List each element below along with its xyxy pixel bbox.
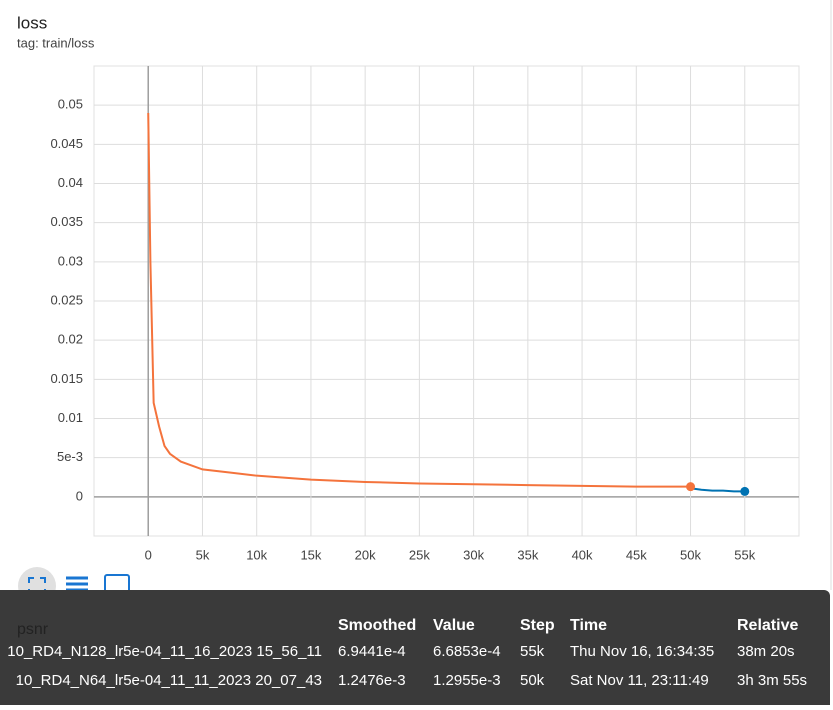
x-tick-label: 15k [300, 547, 321, 562]
fullscreen-icon[interactable] [28, 577, 46, 595]
tooltip-cell: 6.9441e-4 [338, 643, 406, 660]
tooltip-cell: 1.2476e-3 [338, 672, 406, 689]
x-tick-label: 50k [680, 547, 701, 562]
tooltip-cell: 3h 3m 55s [737, 672, 807, 689]
tooltip-header: Value [433, 617, 475, 634]
y-tick-label: 0.02 [58, 332, 83, 347]
x-tick-label: 35k [517, 547, 538, 562]
end-point [740, 486, 750, 496]
tooltip-header: Smoothed [338, 617, 416, 634]
run-name: 10_RD4_N128_lr5e-04_11_16_2023 15_56_11 [7, 643, 322, 660]
end-point [686, 482, 696, 492]
y-tick-label: 0.03 [58, 253, 83, 268]
tooltip-cell: Sat Nov 11, 23:11:49 [570, 672, 709, 689]
x-tick-label: 10k [246, 547, 267, 562]
tooltip-header: Step [520, 617, 555, 634]
y-tick-label: 0.035 [50, 214, 83, 229]
y-tick-label: 0 [76, 488, 83, 503]
y-tick-label: 0.015 [50, 371, 83, 386]
y-tick-label: 0.045 [50, 136, 83, 151]
y-tick-label: 0.025 [50, 292, 83, 307]
x-tick-label: 0 [145, 547, 152, 562]
y-tick-label: 0.04 [58, 175, 83, 190]
tooltip-cell: 50k [520, 672, 545, 689]
chart-title: loss [17, 13, 47, 32]
x-tick-label: 40k [572, 547, 593, 562]
x-tick-label: 55k [734, 547, 755, 562]
y-tick-label: 0.01 [58, 410, 83, 425]
tooltip-header: Relative [737, 617, 798, 634]
tooltip-cell: 6.6853e-4 [433, 643, 501, 660]
tooltip-cell: Thu Nov 16, 16:34:35 [570, 643, 714, 660]
x-tick-label: 20k [355, 547, 376, 562]
legend-icon[interactable] [66, 576, 88, 597]
x-tick-label: 30k [463, 547, 484, 562]
x-tick-label: 45k [626, 547, 647, 562]
series-line [690, 487, 745, 493]
chart-subtitle: tag: train/loss [17, 35, 95, 50]
x-tick-label: 25k [409, 547, 430, 562]
tooltip-cell: 55k [520, 643, 545, 660]
series-line [147, 112, 691, 488]
tooltip-cell: 1.2955e-3 [433, 672, 501, 689]
y-tick-label: 5e-3 [57, 449, 83, 464]
x-tick-label: 5k [196, 547, 210, 562]
tooltip-box [0, 590, 830, 710]
y-tick-label: 0.05 [58, 97, 83, 112]
tooltip-header: Time [570, 617, 607, 634]
run-name: 10_RD4_N64_lr5e-04_11_11_2023 20_07_43 [16, 672, 322, 689]
next-chart-title: psnr [17, 621, 49, 638]
tooltip-cell: 38m 20s [737, 643, 795, 660]
